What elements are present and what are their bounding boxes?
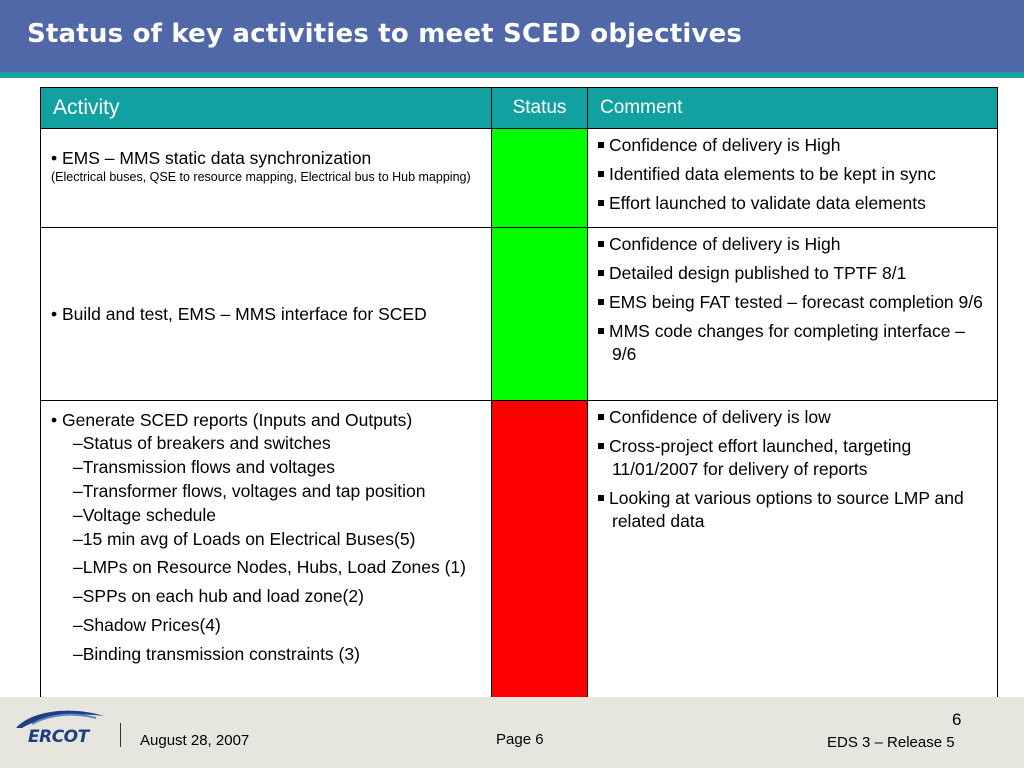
activity-sub-item: –Binding transmission constraints (3) <box>73 644 360 664</box>
square-bullet-icon <box>598 171 604 177</box>
comment-item: MMS code changes for completing interfac… <box>598 320 989 366</box>
comment-cell: Confidence of delivery is High Detailed … <box>587 227 998 401</box>
comment-item: Confidence of delivery is High <box>598 134 989 157</box>
comment-item: EMS being FAT tested – forecast completi… <box>598 291 989 314</box>
activity-cell: • Build and test, EMS – MMS interface fo… <box>40 227 492 401</box>
footer-bar <box>0 697 1024 768</box>
comment-cell: Confidence of delivery is High Identifie… <box>587 128 998 228</box>
activity-cell: • EMS – MMS static data synchronization … <box>40 128 492 228</box>
square-bullet-icon <box>598 200 604 206</box>
comment-item: Cross-project effort launched, targeting… <box>598 435 989 481</box>
activity-sub-item: –SPPs on each hub and load zone(2) <box>73 586 364 606</box>
square-bullet-icon <box>598 142 604 148</box>
activity-note: (Electrical buses, QSE to resource mappi… <box>51 170 471 184</box>
activity-sub-item: –Voltage schedule <box>73 505 217 525</box>
status-table: Activity Status Comment • EMS – MMS stat… <box>40 87 998 702</box>
header-status: Status <box>491 87 588 129</box>
table-row: • Build and test, EMS – MMS interface fo… <box>40 227 998 401</box>
activity-sub-item: –15 min avg of Loads on Electrical Buses… <box>73 529 416 549</box>
square-bullet-icon <box>598 328 604 334</box>
table-row: • EMS – MMS static data synchronization … <box>40 128 998 228</box>
status-indicator-red <box>491 400 588 702</box>
status-indicator-green <box>491 227 588 401</box>
footer-divider <box>120 723 121 747</box>
square-bullet-icon <box>598 443 604 449</box>
comment-item: Looking at various options to source LMP… <box>598 487 989 533</box>
square-bullet-icon <box>598 241 604 247</box>
activity-text: • Generate SCED reports (Inputs and Outp… <box>51 410 413 430</box>
footer-release: EDS 3 – Release 5 <box>827 734 955 751</box>
square-bullet-icon <box>598 299 604 305</box>
square-bullet-icon <box>598 495 604 501</box>
square-bullet-icon <box>598 414 604 420</box>
table-row: • Generate SCED reports (Inputs and Outp… <box>40 400 998 702</box>
ercot-logo-icon <box>16 710 104 728</box>
activity-sub-item: –LMPs on Resource Nodes, Hubs, Load Zone… <box>73 557 466 577</box>
comment-item: Effort launched to validate data element… <box>598 192 989 215</box>
activity-text: • Build and test, EMS – MMS interface fo… <box>51 304 427 324</box>
activity-sub-item: –Shadow Prices(4) <box>73 615 221 635</box>
header-row: Activity Status Comment <box>40 87 998 129</box>
activity-sub-item: –Transformer flows, voltages and tap pos… <box>73 481 426 501</box>
comment-cell: Confidence of delivery is low Cross-proj… <box>587 400 998 702</box>
activity-cell: • Generate SCED reports (Inputs and Outp… <box>40 400 492 702</box>
footer-page-label: Page 6 <box>496 731 544 748</box>
slide-number: 6 <box>952 710 962 729</box>
footer-date: August 28, 2007 <box>140 732 250 749</box>
comment-item: Detailed design published to TPTF 8/1 <box>598 262 989 285</box>
header-comment: Comment <box>587 87 998 129</box>
square-bullet-icon <box>598 270 604 276</box>
title-bar: Status of key activities to meet SCED ob… <box>0 0 1024 78</box>
comment-item: Confidence of delivery is High <box>598 233 989 256</box>
status-indicator-green <box>491 128 588 228</box>
comment-item: Confidence of delivery is low <box>598 406 989 429</box>
ercot-logo-text: ERCOT <box>28 727 89 747</box>
activity-text: • EMS – MMS static data synchronization <box>51 148 372 168</box>
slide-title: Status of key activities to meet SCED ob… <box>27 19 743 49</box>
activity-sub-item: –Status of breakers and switches <box>73 433 331 453</box>
activity-sub-item: –Transmission flows and voltages <box>73 457 335 477</box>
comment-item: Identified data elements to be kept in s… <box>598 163 989 186</box>
header-activity: Activity <box>40 87 492 129</box>
